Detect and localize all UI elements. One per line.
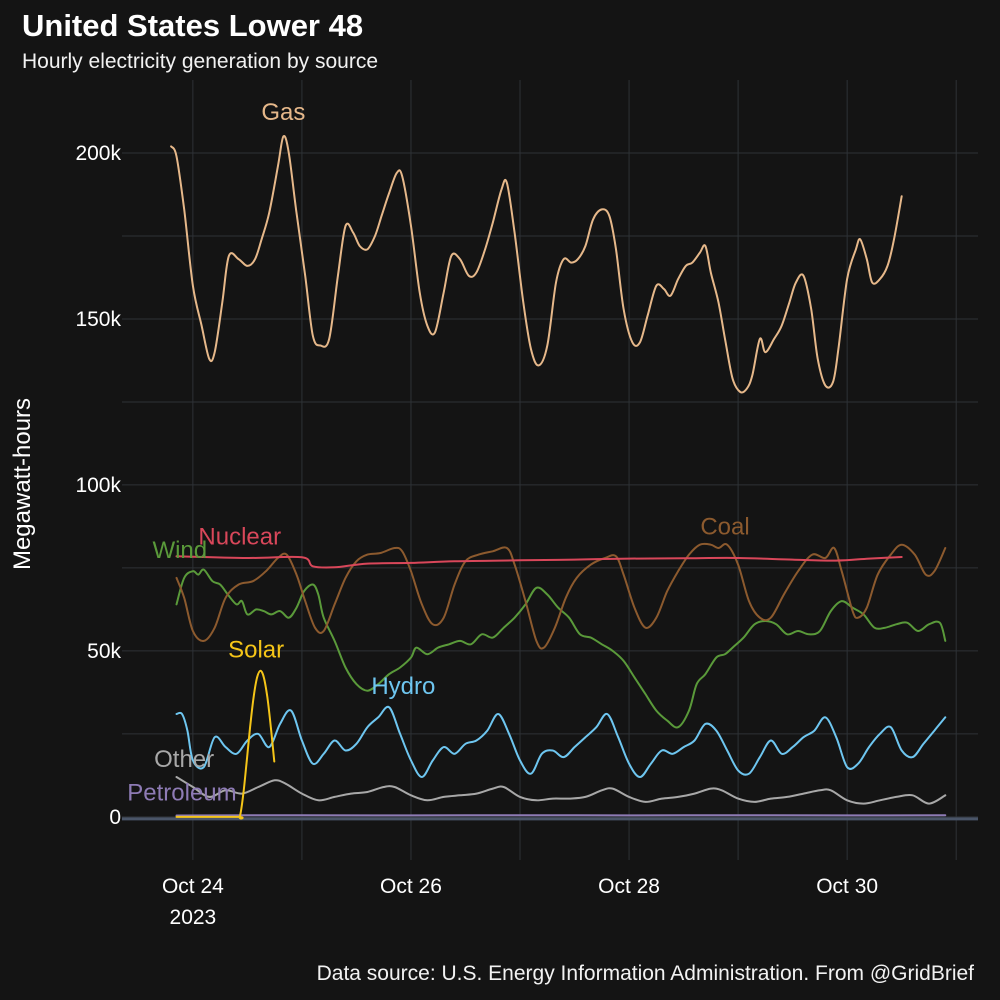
series-label-wind: Wind: [152, 537, 207, 564]
series-label-coal: Coal: [700, 514, 749, 541]
y-tick-label: 100k: [75, 474, 121, 497]
series-line-hydro: [175, 705, 947, 778]
x-tick-sublabel: 2023: [170, 906, 217, 929]
chart-title: United States Lower 48: [22, 8, 364, 43]
data-source-caption: Data source: U.S. Energy Information Adm…: [316, 962, 974, 985]
series-line-other: [175, 776, 947, 805]
y-tick-label: 50k: [87, 640, 121, 663]
series-label-nuclear: Nuclear: [198, 524, 281, 551]
series-line-nuclear: [175, 555, 903, 569]
series-labels: Gas Nuclear Coal Wind Solar Hydro Other Petrole…: [127, 99, 749, 806]
series-line-wind: [175, 568, 947, 729]
x-tick-label: Oct 24: [162, 875, 224, 898]
series-lines: [170, 134, 947, 820]
y-tick-label: 200k: [75, 142, 121, 165]
series-label-gas: Gas: [261, 99, 305, 126]
grid-lines: [122, 80, 978, 860]
y-axis-title: Megawatt-hours: [9, 398, 36, 570]
series-line-solar: [175, 669, 276, 820]
x-tick-label: Oct 30: [816, 875, 878, 898]
y-tick-label: 0: [109, 806, 121, 829]
series-label-petroleum: Petroleum: [127, 779, 236, 806]
chart-subtitle: Hourly electricity generation by source: [22, 50, 378, 73]
x-tick-label: Oct 26: [380, 875, 442, 898]
series-label-other: Other: [154, 746, 214, 773]
series-label-solar: Solar: [228, 637, 284, 664]
series-line-gas: [170, 134, 903, 394]
series-label-hydro: Hydro: [371, 673, 435, 700]
axes: 0 50k 100k 150k 200k Oct 24 2023 Oct 26 Oct 28 Oc…: [9, 142, 878, 929]
y-tick-label: 150k: [75, 308, 121, 331]
series-line-coal: [175, 542, 947, 650]
x-tick-label: Oct 28: [598, 875, 660, 898]
